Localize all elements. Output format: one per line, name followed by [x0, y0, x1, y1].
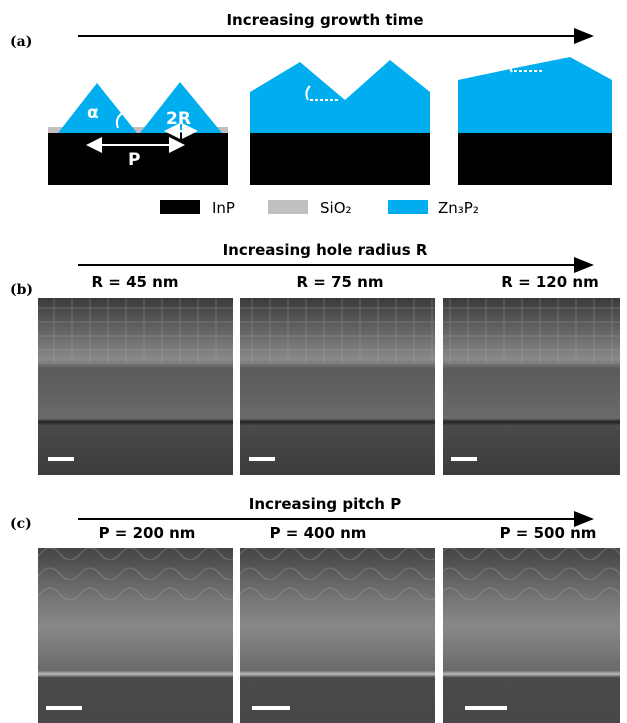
image-caption: R = 45 nm — [92, 273, 179, 291]
schematic — [458, 57, 612, 185]
schematic — [250, 60, 430, 185]
sem-image — [38, 548, 233, 723]
legend-label: Zn₃P₂ — [438, 199, 479, 217]
image-caption: R = 120 nm — [501, 273, 598, 291]
pitch-label: P — [128, 150, 140, 170]
sem-image — [240, 548, 435, 723]
arrow-title: Increasing pitch P — [249, 495, 401, 513]
legend-label: SiO₂ — [320, 199, 352, 217]
panel-label: (c) — [10, 516, 32, 532]
legend-swatch — [388, 200, 428, 214]
panel-label: (a) — [10, 34, 32, 50]
arrow-title: Increasing hole radius R — [223, 241, 428, 259]
radius-label: 2R — [166, 109, 191, 129]
image-caption: R = 75 nm — [297, 273, 384, 291]
image-caption: P = 500 nm — [500, 524, 597, 542]
panel-label: (b) — [10, 282, 33, 298]
legend-swatch — [268, 200, 308, 214]
sem-image — [240, 298, 435, 475]
legend-swatch — [160, 200, 200, 214]
sem-image — [443, 548, 620, 723]
sem-image — [443, 298, 620, 475]
arrow-title: Increasing growth time — [226, 11, 423, 29]
sem-image — [38, 298, 233, 475]
angle-label: α — [87, 103, 99, 123]
legend-label: InP — [212, 199, 235, 217]
figure: (a) Increasing growth time α 2R P InP Si… — [0, 0, 627, 723]
image-caption: P = 200 nm — [99, 524, 196, 542]
image-caption: P = 400 nm — [270, 524, 367, 542]
